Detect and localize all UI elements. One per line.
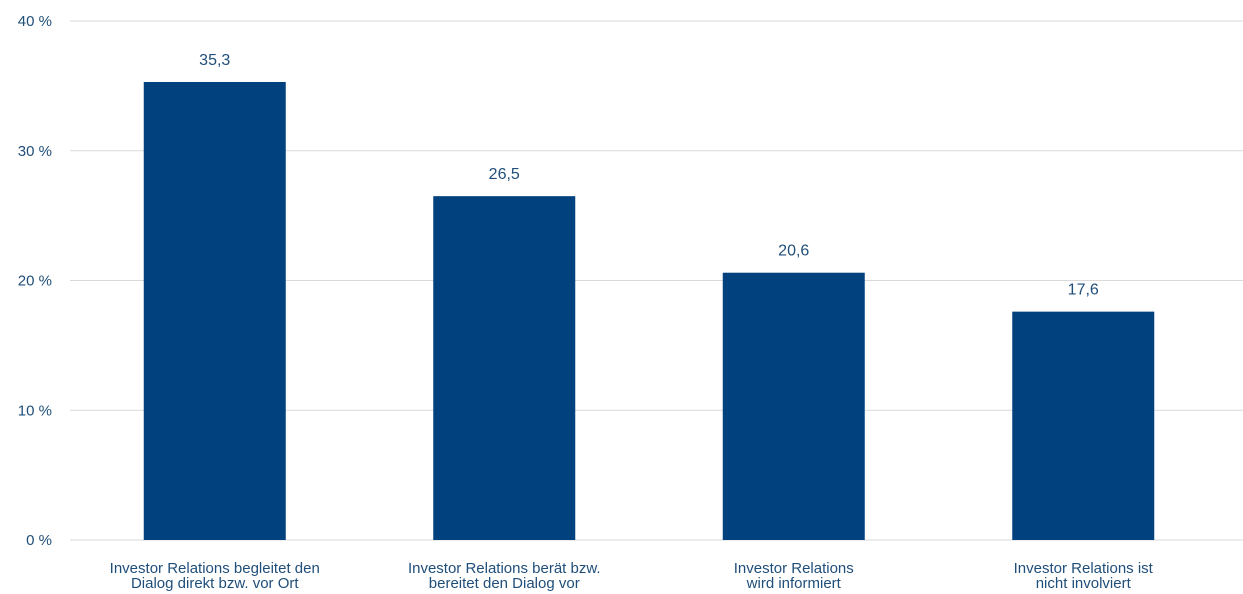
x-category-label: Investor Relations wird informiert [734, 560, 854, 592]
y-tick-label: 40 % [18, 13, 52, 30]
y-tick-label: 0 % [26, 532, 52, 549]
x-category-label-line: wird informiert [746, 575, 842, 592]
x-category-label-line: Dialog direkt bzw. vor Ort [131, 575, 299, 592]
x-category-label-line: Investor Relations berät bzw. [408, 560, 601, 577]
data-label: 35,3 [199, 52, 230, 69]
y-tick-label: 30 % [18, 143, 52, 160]
data-label: 17,6 [1068, 282, 1099, 299]
x-category-label: Investor Relations begleitet den Dialog d… [110, 560, 320, 592]
y-tick-label: 20 % [18, 273, 52, 290]
x-category-label-line: nicht involviert [1036, 575, 1132, 592]
y-tick-label: 10 % [18, 402, 52, 419]
y-axis: 0 % 10 % 20 % 30 % 40 % [18, 13, 52, 549]
data-label: 20,6 [778, 243, 809, 260]
x-category-label-line: Investor Relations ist [1014, 560, 1154, 577]
x-category-label: Investor Relations ist nicht involviert [1014, 560, 1154, 592]
bar-1 [143, 81, 286, 541]
bar-4 [1012, 311, 1155, 540]
bar-2 [433, 196, 576, 540]
bars [143, 81, 1155, 541]
x-axis: Investor Relations begleitet den Dialog d… [110, 560, 1154, 592]
x-category-label-line: Investor Relations begleitet den [110, 560, 320, 577]
data-label: 26,5 [489, 166, 520, 183]
x-category-label: Investor Relations berät bzw. bereitet de… [408, 560, 601, 592]
bar-3 [722, 272, 865, 540]
x-category-label-line: bereitet den Dialog vor [429, 575, 580, 592]
x-category-label-line: Investor Relations [734, 560, 854, 577]
data-labels: 35,3 26,5 20,6 17,6 [199, 52, 1099, 299]
